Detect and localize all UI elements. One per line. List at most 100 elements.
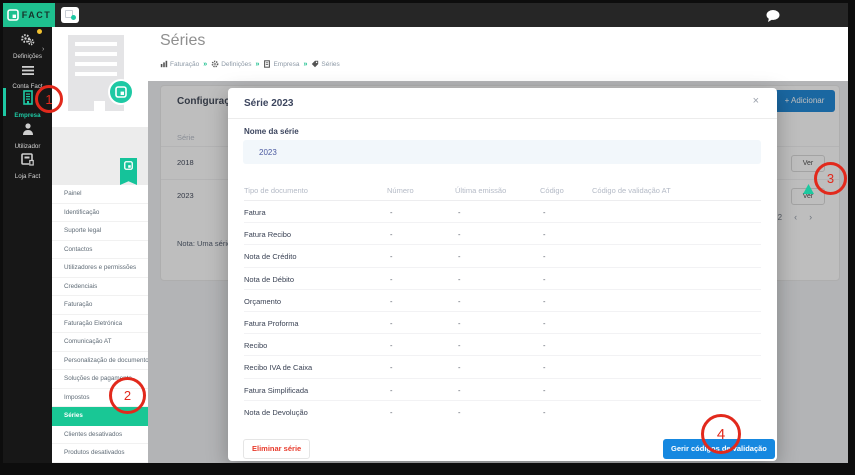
fact-logo[interactable]: FACT [3, 3, 55, 27]
table-row: Fatura Proforma - - - [244, 312, 761, 335]
annotation-circle-1: 1 [35, 85, 63, 113]
modal-title: Série 2023 [244, 98, 294, 109]
doc-type: Recibo [244, 341, 268, 351]
doc-code: - [543, 252, 546, 262]
doc-number: - [390, 252, 393, 262]
series-note: Nota: Uma série [177, 239, 232, 248]
breadcrumb-item-series[interactable]: Séries [311, 60, 340, 68]
table-row: Recibo - - - [244, 334, 761, 357]
breadcrumb-item-definicoes[interactable]: Definições [211, 60, 252, 68]
series-detail-modal: Série 2023 × Nome da série Tipo de docum… [228, 88, 777, 461]
menu-item-produtos-desativados[interactable]: Produtos desativados [52, 444, 148, 463]
doc-code: - [543, 208, 546, 217]
company-tab-tile[interactable] [61, 7, 79, 23]
doc-number: - [390, 385, 393, 395]
table-row: Nota de Débito - - - [244, 268, 761, 290]
doc-last-issue: - [458, 341, 461, 351]
gear-icon [211, 60, 219, 68]
doc-last-issue: - [458, 296, 461, 306]
doc-last-issue: - [458, 252, 461, 262]
divider [228, 118, 777, 119]
doc-number: - [390, 319, 393, 328]
column-header-tipo: Tipo de documento [244, 186, 308, 195]
sidebar-item-utilizador[interactable]: Utilizador [3, 122, 52, 150]
delete-series-button[interactable]: Eliminar série [243, 439, 311, 459]
doc-code: - [543, 385, 546, 395]
annotation-circle-2: 2 [109, 377, 146, 414]
doc-type: Fatura Simplificada [244, 385, 309, 395]
menu-item-identificacao[interactable]: Identificação [52, 203, 148, 222]
chat-bubble-icon[interactable] [765, 9, 781, 29]
active-nav-indicator [3, 88, 6, 116]
company-avatar[interactable] [108, 79, 134, 105]
table-row: Nota de Crédito - - - [244, 245, 761, 268]
series-name-input[interactable] [243, 140, 761, 164]
menu-item-utilizadores-e-permissoes[interactable]: Utilizadores e permissões [52, 259, 148, 278]
doc-code: - [543, 407, 546, 417]
menu-item-faturacao[interactable]: Faturação [52, 296, 148, 315]
sidebar-item-label: Empresa [14, 112, 41, 119]
doc-last-issue: - [458, 385, 461, 395]
doc-type: Nota de Débito [244, 274, 295, 284]
menu-lines-icon [21, 66, 34, 75]
breadcrumb-separator: » [255, 60, 260, 68]
menu-item-suporte-legal[interactable]: Suporte legal [52, 222, 148, 241]
company-menu: Painel Identificação Suporte legal Conta… [52, 185, 148, 463]
doc-code: - [543, 319, 546, 328]
menu-item-painel[interactable]: Painel [52, 185, 148, 204]
menu-item-personalizacao-de-documentos[interactable]: Personalização de documentos [52, 351, 148, 370]
divider [244, 200, 761, 201]
menu-item-faturacao-eletronica[interactable]: Faturação Eletrónica [52, 314, 148, 333]
doc-code: - [543, 341, 546, 351]
sidebar-item-label: Definições [13, 53, 42, 60]
doc-code: - [543, 230, 546, 240]
doc-number: - [390, 230, 393, 240]
column-header-numero: Número [387, 186, 414, 195]
fact-ribbon-badge [120, 158, 137, 185]
screenshot-border [0, 463, 855, 475]
breadcrumb-item-faturacao[interactable]: Faturação [160, 60, 199, 68]
page-title: Séries [160, 32, 206, 49]
doc-type: Fatura Proforma [244, 319, 299, 328]
doc-last-issue: - [458, 274, 461, 284]
sidebar-item-label: Loja Fact [14, 173, 41, 180]
tooltip-arrow-icon [803, 184, 814, 194]
pagination-next-icon[interactable]: › [809, 212, 813, 222]
menu-item-comunicacao-at[interactable]: Comunicação AT [52, 333, 148, 352]
menu-item-credenciais[interactable]: Credenciais [52, 277, 148, 296]
person-icon [22, 123, 33, 135]
doc-type: Nota de Crédito [244, 252, 297, 262]
close-icon[interactable]: × [752, 95, 759, 107]
sidebar-item-loja-fact[interactable]: Loja Fact [3, 152, 52, 180]
screenshot-border [0, 0, 855, 3]
menu-item-contactos[interactable]: Contactos [52, 240, 148, 259]
doc-code: - [543, 274, 546, 284]
breadcrumb-item-empresa[interactable]: Empresa [263, 60, 299, 68]
menu-item-clientes-desativados[interactable]: Clientes desativados [52, 425, 148, 444]
sidebar-item-empresa[interactable]: Empresa [3, 90, 52, 119]
doc-last-issue: - [458, 407, 461, 417]
company-illustration [52, 27, 148, 127]
table-row: Fatura Simplificada - - - [244, 379, 761, 401]
add-series-button[interactable]: + Adicionar [774, 90, 835, 112]
series-name-label: Nome da série [244, 127, 299, 136]
sidebar-item-definicoes[interactable]: Definições [3, 33, 52, 60]
series-name: 2023 [177, 191, 194, 200]
pagination-prev-icon[interactable]: ‹ [794, 212, 798, 222]
sidebar-item-label: Conta Fact [12, 83, 43, 90]
table-row: Orçamento - - - [244, 290, 761, 312]
table-row: Fatura - - - [244, 201, 761, 224]
building-icon [22, 90, 33, 105]
doc-number: - [390, 407, 393, 417]
doc-last-issue: - [458, 230, 461, 240]
doc-code: - [543, 296, 546, 306]
series-column-header: Série [177, 133, 195, 142]
doc-type: Recibo IVA de Caixa [244, 363, 313, 373]
online-dot-icon [71, 15, 76, 20]
breadcrumb: Faturação » Definições » Empresa » [160, 60, 340, 68]
screenshot-border [848, 0, 855, 475]
table-row: Nota de Devolução - - - [244, 401, 761, 423]
doc-number: - [390, 274, 393, 284]
sidebar-item-conta-fact[interactable]: Conta Fact [3, 63, 52, 90]
doc-number: - [390, 296, 393, 306]
